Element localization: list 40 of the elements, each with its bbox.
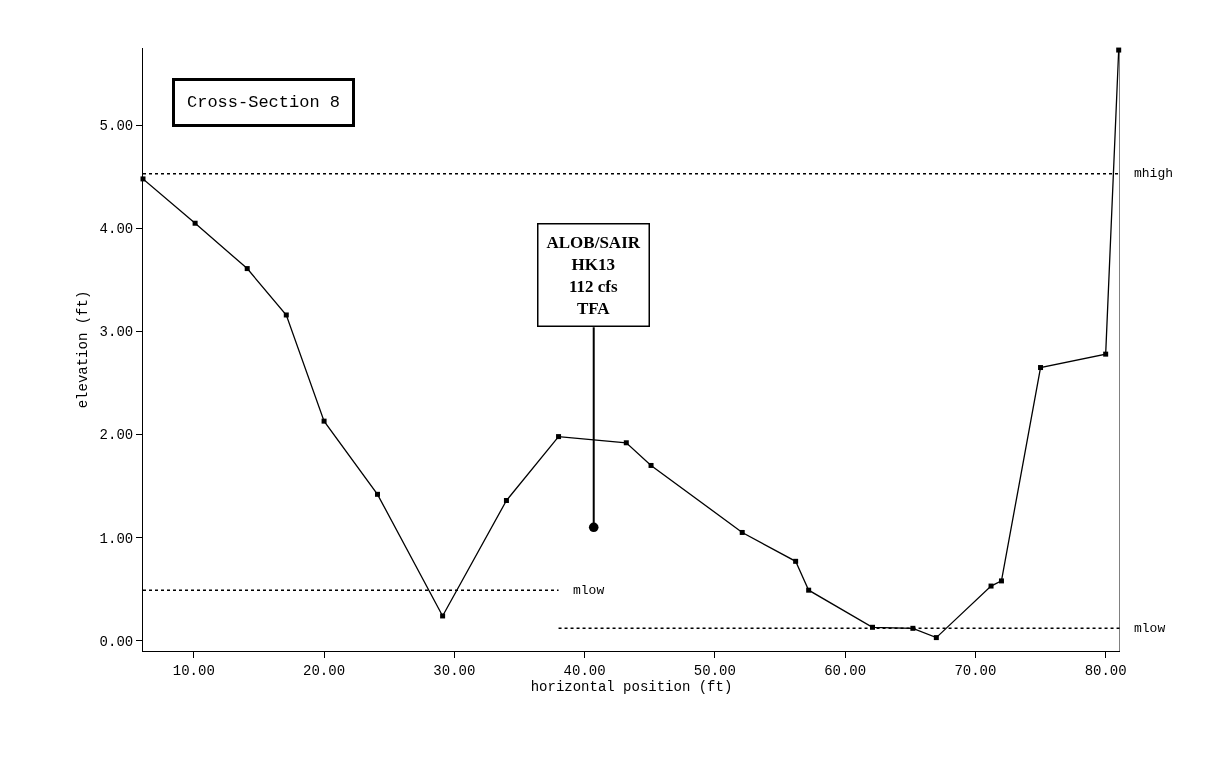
- x-tick-label: 80.00: [1084, 662, 1127, 679]
- point: [998, 578, 1004, 584]
- point: [440, 613, 446, 619]
- point: [244, 266, 250, 272]
- point: [283, 312, 289, 318]
- point: [793, 558, 799, 564]
- y-tick-label: 0.00: [99, 633, 134, 650]
- y-tick-label: 3.00: [99, 324, 134, 341]
- y-tick-label: 1.00: [99, 530, 134, 547]
- series-label: mlow: [573, 583, 605, 598]
- x-tick-label: 20.00: [303, 662, 346, 679]
- point: [192, 220, 198, 226]
- x-tick-label: 50.00: [693, 662, 736, 679]
- point: [933, 635, 939, 641]
- point: [910, 625, 916, 631]
- point: [503, 498, 509, 504]
- point: [556, 434, 562, 440]
- point: [648, 462, 654, 468]
- x-tick-label: 70.00: [954, 662, 997, 679]
- point: [988, 583, 994, 589]
- point: [623, 440, 629, 446]
- annotation: ALOB/SAIR HK13 112 cfs TFA: [546, 232, 641, 318]
- x-tick-label: 60.00: [824, 662, 867, 679]
- annotation: Cross-Section 8: [187, 93, 341, 112]
- point: [321, 418, 327, 424]
- y-tick-label: 2.00: [99, 427, 134, 444]
- y-tick-label: 5.00: [99, 118, 134, 135]
- point: [1103, 351, 1109, 357]
- point: [806, 587, 812, 593]
- point: [739, 529, 745, 535]
- x-axis-title: horizontal position (ft): [530, 678, 733, 695]
- y-tick-label: 4.00: [99, 221, 134, 238]
- point: [1038, 365, 1044, 371]
- point: [374, 491, 380, 497]
- x-tick-label: 10.00: [172, 662, 215, 679]
- y-axis-title: elevation (ft): [75, 290, 92, 409]
- x-tick-label: 30.00: [433, 662, 476, 679]
- x-tick-label: 40.00: [563, 662, 606, 679]
- series-label: mlow: [1134, 621, 1166, 636]
- series-label: mhigh: [1134, 166, 1174, 181]
